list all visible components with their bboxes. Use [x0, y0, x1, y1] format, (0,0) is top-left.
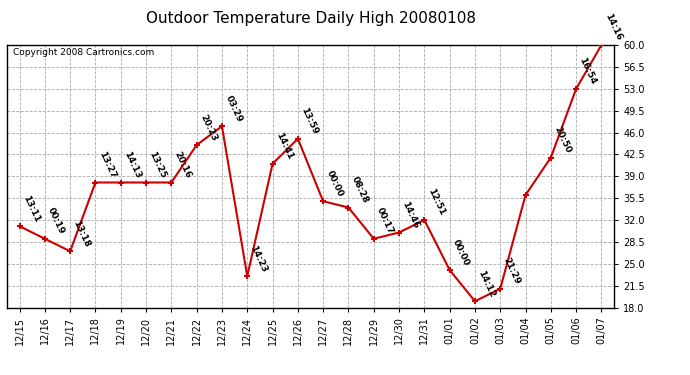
- Text: 13:25: 13:25: [148, 150, 168, 180]
- Text: 00:00: 00:00: [451, 238, 471, 267]
- Text: 20:23: 20:23: [198, 112, 218, 142]
- Text: 00:00: 00:00: [324, 169, 344, 198]
- Text: 14:46: 14:46: [400, 200, 421, 230]
- Text: 13:18: 13:18: [72, 219, 92, 249]
- Text: 16:54: 16:54: [578, 56, 598, 86]
- Text: 13:59: 13:59: [299, 106, 319, 136]
- Text: 21:29: 21:29: [502, 256, 522, 286]
- Text: 13:11: 13:11: [21, 194, 41, 224]
- Text: 13:27: 13:27: [97, 150, 117, 180]
- Text: Outdoor Temperature Daily High 20080108: Outdoor Temperature Daily High 20080108: [146, 11, 475, 26]
- Text: 12:51: 12:51: [426, 188, 446, 217]
- Text: 20:50: 20:50: [552, 125, 573, 155]
- Text: 14:16: 14:16: [603, 12, 623, 42]
- Text: 14:23: 14:23: [248, 244, 269, 273]
- Text: 20:16: 20:16: [172, 150, 193, 180]
- Text: 14:13: 14:13: [122, 150, 142, 180]
- Text: 00:19: 00:19: [46, 206, 66, 236]
- Text: 03:29: 03:29: [224, 94, 244, 123]
- Text: 14:12: 14:12: [476, 268, 497, 298]
- Text: 00:17: 00:17: [375, 206, 395, 236]
- Text: 14:41: 14:41: [274, 131, 295, 161]
- Text: 08:28: 08:28: [350, 175, 370, 205]
- Text: Copyright 2008 Cartronics.com: Copyright 2008 Cartronics.com: [13, 48, 155, 57]
